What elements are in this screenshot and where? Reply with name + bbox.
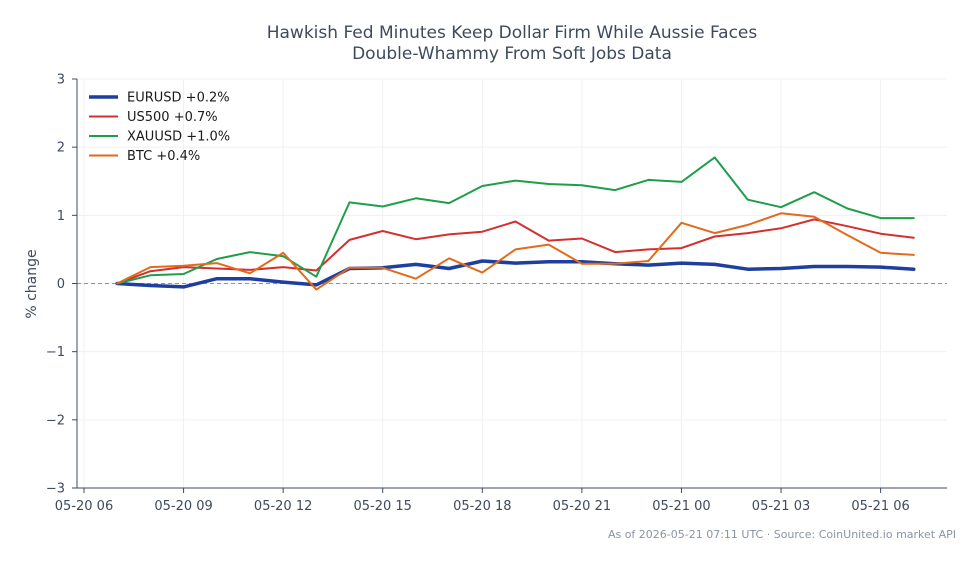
series-lines: [115, 156, 916, 291]
legend-label: BTC +0.4%: [127, 149, 200, 164]
x-tick-label: 05-20 15: [354, 499, 412, 514]
y-tick-label: 1: [57, 209, 65, 224]
legend-label: EURUSD +0.2%: [127, 91, 230, 106]
x-tick-label: 05-20 12: [254, 499, 312, 514]
chart-title-line-2: Double-Whammy From Soft Jobs Data: [352, 44, 672, 64]
series-line: [116, 212, 915, 291]
x-tick-label: 05-20 21: [553, 499, 611, 514]
y-tick-label: −1: [46, 345, 65, 360]
legend-label: US500 +0.7%: [127, 110, 218, 125]
series-line: [115, 259, 916, 289]
x-tick-label: 05-21 00: [652, 499, 710, 514]
y-tick-label: 2: [57, 141, 65, 156]
y-tick-label: −3: [46, 482, 65, 497]
y-tick-label: 3: [57, 73, 65, 88]
grid: [77, 78, 947, 489]
x-tick-label: 05-20 18: [453, 499, 511, 514]
legend-label: XAUUSD +1.0%: [127, 130, 230, 145]
legend: EURUSD +0.2% US500 +0.7% XAUUSD +1.0% BTC +…: [89, 91, 230, 164]
x-tick-label: 05-20 09: [154, 499, 212, 514]
series-line: [116, 218, 915, 285]
x-tick-label: 05-20 06: [55, 499, 113, 514]
y-tick-label: 0: [57, 277, 65, 292]
footer-note: As of 2026-05-21 07:11 UTC · Source: Coi…: [608, 528, 956, 541]
x-tick-label: 05-21 03: [752, 499, 810, 514]
y-axis-label: % change: [24, 249, 40, 318]
x-tick-label: 05-21 06: [851, 499, 909, 514]
chart-title-line-1: Hawkish Fed Minutes Keep Dollar Firm Whi…: [267, 23, 758, 43]
axes: −3 −2 −1 0 1 2 3 05-20 06 05-20 09 05-20 12 05-20 …: [46, 73, 947, 514]
y-tick-label: −2: [46, 413, 65, 428]
series-line: [116, 156, 915, 285]
